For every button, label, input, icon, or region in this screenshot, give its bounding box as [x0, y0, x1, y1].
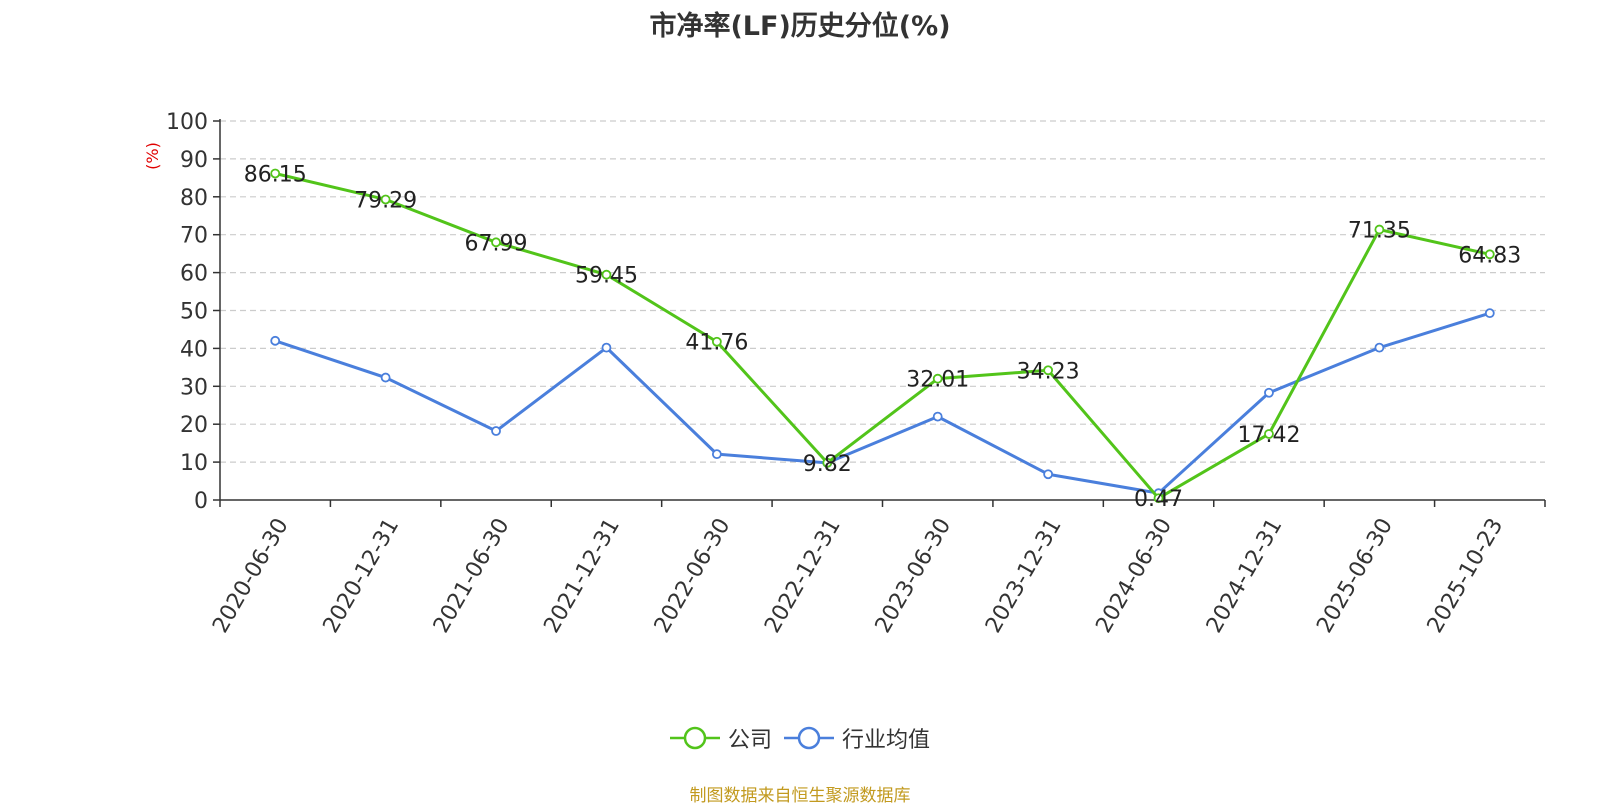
- data-point-0: [270, 168, 281, 179]
- data-label: 34.23: [1017, 359, 1080, 384]
- series: [270, 168, 1495, 504]
- x-tick-label: 2024-12-31: [1202, 514, 1288, 637]
- data-point-0: [1484, 249, 1495, 260]
- data-label: 0.47: [1134, 487, 1183, 512]
- y-tick-label: 90: [180, 148, 208, 173]
- data-point-0: [1153, 493, 1164, 504]
- grid-lines: [220, 120, 1545, 463]
- legend-label-company: 公司: [727, 728, 772, 753]
- y-tick-label: 20: [180, 413, 208, 438]
- x-tick-label: 2020-12-31: [319, 514, 405, 637]
- legend-item-company[interactable]: 公司: [669, 722, 772, 754]
- chart-title: 市净率(LF)历史分位(%): [649, 11, 951, 42]
- data-point-1: [711, 449, 722, 460]
- x-tick-label: 2024-06-30: [1091, 514, 1177, 637]
- data-point-0: [1264, 429, 1274, 439]
- data-point-0: [1374, 224, 1385, 235]
- data-point-0: [491, 237, 501, 248]
- legend-item-industry-avg[interactable]: 行业均值: [784, 722, 930, 754]
- series-line-1: [274, 311, 1491, 495]
- y-tick-label: 80: [180, 186, 208, 211]
- data-point-1: [270, 335, 281, 346]
- data-label: 71.35: [1348, 219, 1411, 244]
- data-point-1: [380, 372, 391, 383]
- data-point-0: [1043, 365, 1054, 376]
- legend-marker-industry-avg: [784, 726, 834, 750]
- data-point-1: [1043, 469, 1054, 480]
- x-tick-label: 2023-06-30: [871, 514, 957, 637]
- data-label: 17.42: [1237, 423, 1300, 448]
- x-tick-label: 2025-06-30: [1312, 514, 1398, 637]
- x-tick-label: 2020-06-30: [208, 514, 294, 637]
- data-labels: 86.15 79.29 67.99 59.45 41.76 9.82 32.01 34.23 0…: [244, 162, 1522, 512]
- data-point-0: [711, 336, 722, 347]
- x-tick-label: 2022-12-31: [760, 514, 846, 637]
- data-label: 86.15: [244, 162, 307, 187]
- data-label: 67.99: [465, 231, 528, 256]
- y-tick-label: 0: [194, 489, 208, 514]
- y-tick-label: 70: [180, 224, 208, 249]
- x-tick-label: 2021-12-31: [539, 514, 625, 637]
- data-point-1: [1264, 387, 1274, 398]
- x-tick-label: 2025-10-23: [1423, 514, 1509, 637]
- data-point-0: [932, 373, 943, 384]
- y-tick-label: 40: [180, 337, 208, 362]
- data-point-1: [491, 426, 501, 436]
- y-axis-label: (%): [143, 142, 162, 170]
- legend-marker-company: [669, 726, 720, 750]
- data-label: 32.01: [906, 368, 969, 393]
- data-point-0: [380, 194, 391, 205]
- data-label: 79.29: [354, 188, 417, 213]
- data-point-1: [1374, 342, 1385, 353]
- x-tick-label: 2021-06-30: [429, 514, 515, 637]
- x-tick-label: 2022-06-30: [650, 514, 736, 637]
- y-tick-label: 50: [180, 300, 208, 325]
- data-label: 59.45: [575, 264, 638, 289]
- data-point-0: [601, 269, 612, 280]
- legend: 公司 行业均值: [0, 722, 1600, 754]
- x-tick-label: 2023-12-31: [981, 514, 1067, 637]
- legend-label-industry-avg: 行业均值: [842, 728, 931, 753]
- series-line-0: [274, 172, 1491, 500]
- source-note: 制图数据来自恒生聚源数据库: [689, 786, 911, 806]
- data-point-1: [1484, 308, 1495, 319]
- y-tick-label: 10: [180, 451, 208, 476]
- data-label: 9.82: [803, 452, 852, 477]
- y-tick-label: 30: [180, 375, 208, 400]
- data-label: 41.76: [685, 331, 748, 356]
- data-point-1: [932, 411, 943, 422]
- y-tick-label: 60: [180, 262, 208, 287]
- data-label: 64.83: [1458, 243, 1521, 268]
- y-tick-label: 100: [166, 110, 208, 135]
- data-point-0: [822, 457, 833, 468]
- data-point-1: [601, 342, 612, 353]
